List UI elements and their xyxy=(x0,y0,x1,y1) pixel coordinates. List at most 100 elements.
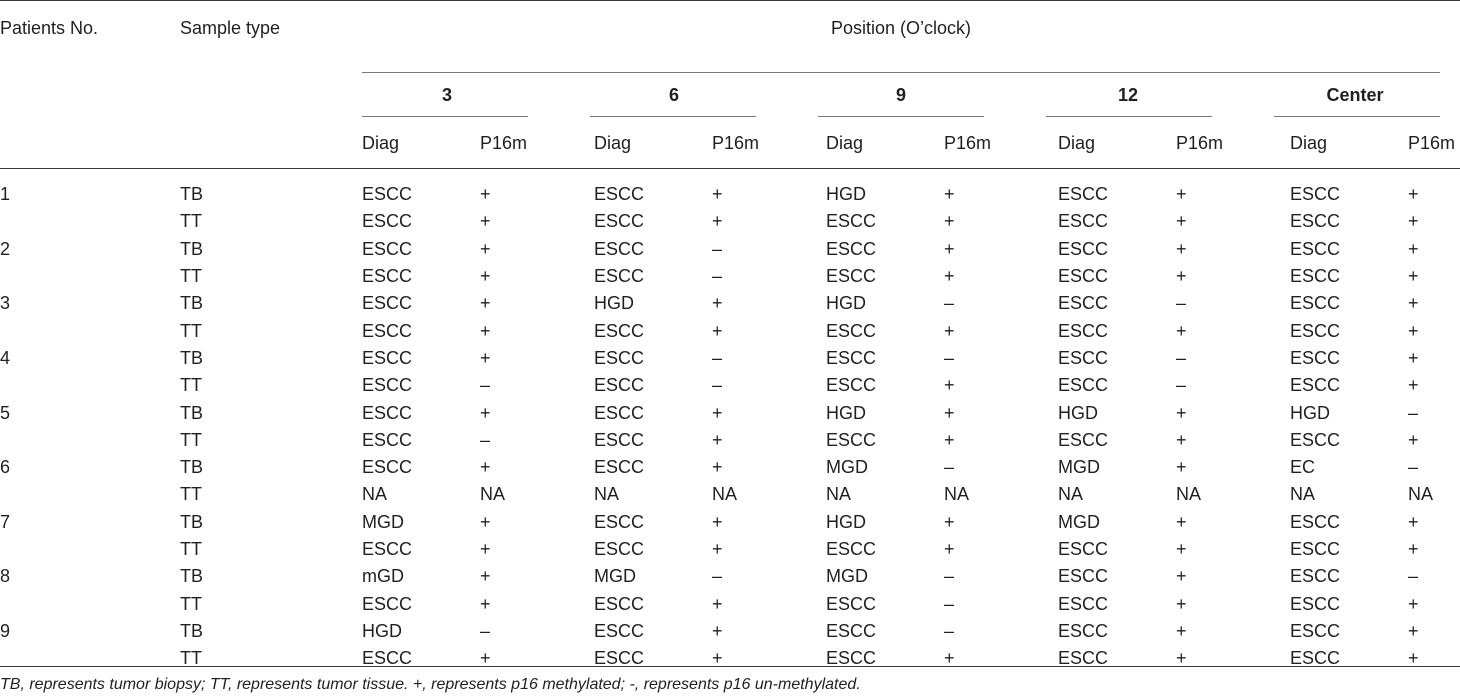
diag-cell: ESCC xyxy=(594,457,645,478)
diag-cell: ESCC xyxy=(1058,566,1109,587)
diag-cell: ESCC xyxy=(362,375,413,396)
diag-cell: MGD xyxy=(1058,511,1100,532)
diag-cell: mGD xyxy=(362,566,404,587)
p16m-cell: – xyxy=(712,266,723,287)
diag-cell: NA xyxy=(362,484,388,505)
p16m-cell: + xyxy=(712,293,723,314)
diag-cell: ESCC xyxy=(594,511,645,532)
diag-cell: MGD xyxy=(594,566,636,587)
diag-cell: ESCC xyxy=(826,320,877,341)
table-row: 3 TB ESCC + HGD + HGD – ESCC – ESCC + xyxy=(0,290,1460,317)
diag-cell: HGD xyxy=(362,620,402,641)
patient-number-cell xyxy=(0,372,180,399)
diag-cell: ESCC xyxy=(1290,211,1341,232)
patient-number-cell xyxy=(0,317,180,344)
p16m-cell: + xyxy=(1176,620,1187,641)
p16m-cell: – xyxy=(480,375,491,396)
p16m-cell: – xyxy=(712,238,723,259)
diag-cell: MGD xyxy=(1058,457,1100,478)
diag-cell: ESCC xyxy=(1058,539,1109,559)
p16m-cell: – xyxy=(1408,402,1419,423)
diag-cell: HGD xyxy=(1290,402,1330,423)
p16m-cell: + xyxy=(480,566,491,587)
p16m-cell: + xyxy=(712,593,723,614)
diag-cell: ESCC xyxy=(1290,320,1341,341)
p16m-cell: + xyxy=(1408,211,1419,232)
p16m-cell: – xyxy=(1408,566,1419,587)
diag-cell: ESCC xyxy=(362,211,413,232)
group-header-3: 3 xyxy=(441,85,452,105)
table-row: TT ESCC – ESCC – ESCC + ESCC – ESCC + xyxy=(0,372,1460,399)
diag-cell: HGD xyxy=(594,293,634,314)
p16m-cell: – xyxy=(480,620,491,641)
diag-cell: ESCC xyxy=(1058,238,1109,259)
p16m-cell: + xyxy=(1176,320,1187,341)
patient-number-cell: 3 xyxy=(0,293,11,314)
results-table: Patients No. Sample type Position (O’clo… xyxy=(0,0,1460,672)
p16m-cell: + xyxy=(480,211,491,232)
patient-number-cell: 1 xyxy=(0,184,11,205)
p16m-cell: + xyxy=(944,211,955,232)
group-header-6: 6 xyxy=(669,85,680,105)
p16m-cell: – xyxy=(480,429,491,450)
subheader-diag: Diag xyxy=(1058,132,1096,153)
p16m-cell: + xyxy=(1176,429,1187,450)
diag-cell: ESCC xyxy=(362,593,413,614)
sample-type-cell: TB xyxy=(180,293,204,314)
p16m-cell: + xyxy=(1176,539,1187,559)
diag-cell: ESCC xyxy=(362,320,413,341)
diag-cell: ESCC xyxy=(1058,648,1109,669)
group-header-12: 12 xyxy=(1118,85,1139,105)
diag-cell: ESCC xyxy=(826,648,877,669)
diag-cell: ESCC xyxy=(826,620,877,641)
p16m-cell: + xyxy=(1176,648,1187,669)
diag-cell: ESCC xyxy=(1290,293,1341,314)
sample-type-cell: TT xyxy=(180,539,202,559)
diag-cell: ESCC xyxy=(1290,511,1341,532)
patient-number-cell: 5 xyxy=(0,402,11,423)
sample-type-cell: TT xyxy=(180,266,202,287)
table-footnote: TB, represents tumor biopsy; TT, represe… xyxy=(0,676,861,693)
diag-cell: ESCC xyxy=(594,347,645,368)
table-row: TT ESCC – ESCC + ESCC + ESCC + ESCC + xyxy=(0,427,1460,454)
diag-cell: MGD xyxy=(362,511,404,532)
diag-cell: ESCC xyxy=(826,429,877,450)
diag-cell: EC xyxy=(1290,457,1316,478)
sample-type-cell: TB xyxy=(180,457,204,478)
p16m-cell: + xyxy=(480,457,491,478)
diag-cell: ESCC xyxy=(1290,593,1341,614)
p16m-cell: + xyxy=(712,457,723,478)
table-row: TT ESCC + ESCC – ESCC + ESCC + ESCC + xyxy=(0,263,1460,290)
p16m-cell: – xyxy=(944,457,955,478)
subheader-p16m: P16m xyxy=(944,132,992,153)
p16m-cell: + xyxy=(1408,375,1419,396)
p16m-cell: + xyxy=(1176,511,1187,532)
p16m-cell: + xyxy=(1176,266,1187,287)
table-row: 1 TB ESCC + ESCC + HGD + ESCC + ESCC + xyxy=(0,169,1460,209)
p16m-cell: + xyxy=(1176,593,1187,614)
p16m-cell: + xyxy=(480,320,491,341)
p16m-cell: + xyxy=(944,402,955,423)
patient-number-cell: 7 xyxy=(0,511,11,532)
sample-type-cell: TT xyxy=(180,484,202,505)
diag-cell: ESCC xyxy=(594,620,645,641)
diag-cell: ESCC xyxy=(594,539,645,559)
sample-type-cell: TT xyxy=(180,211,202,232)
diag-cell: ESCC xyxy=(1290,238,1341,259)
sample-type-cell: TT xyxy=(180,375,202,396)
patient-number-cell xyxy=(0,645,180,672)
diag-cell: ESCC xyxy=(594,320,645,341)
diag-cell: ESCC xyxy=(1290,620,1341,641)
p16m-cell: + xyxy=(944,375,955,396)
diag-cell: ESCC xyxy=(826,347,877,368)
p16m-cell: – xyxy=(944,347,955,368)
p16m-cell: NA xyxy=(944,484,970,505)
diag-cell: ESCC xyxy=(826,539,877,559)
patient-number-cell xyxy=(0,536,180,563)
p16m-cell: + xyxy=(1408,238,1419,259)
p16m-cell: – xyxy=(712,375,723,396)
diag-cell: ESCC xyxy=(594,211,645,232)
p16m-cell: + xyxy=(712,211,723,232)
p16m-cell: – xyxy=(712,566,723,587)
p16m-cell: + xyxy=(1408,347,1419,368)
